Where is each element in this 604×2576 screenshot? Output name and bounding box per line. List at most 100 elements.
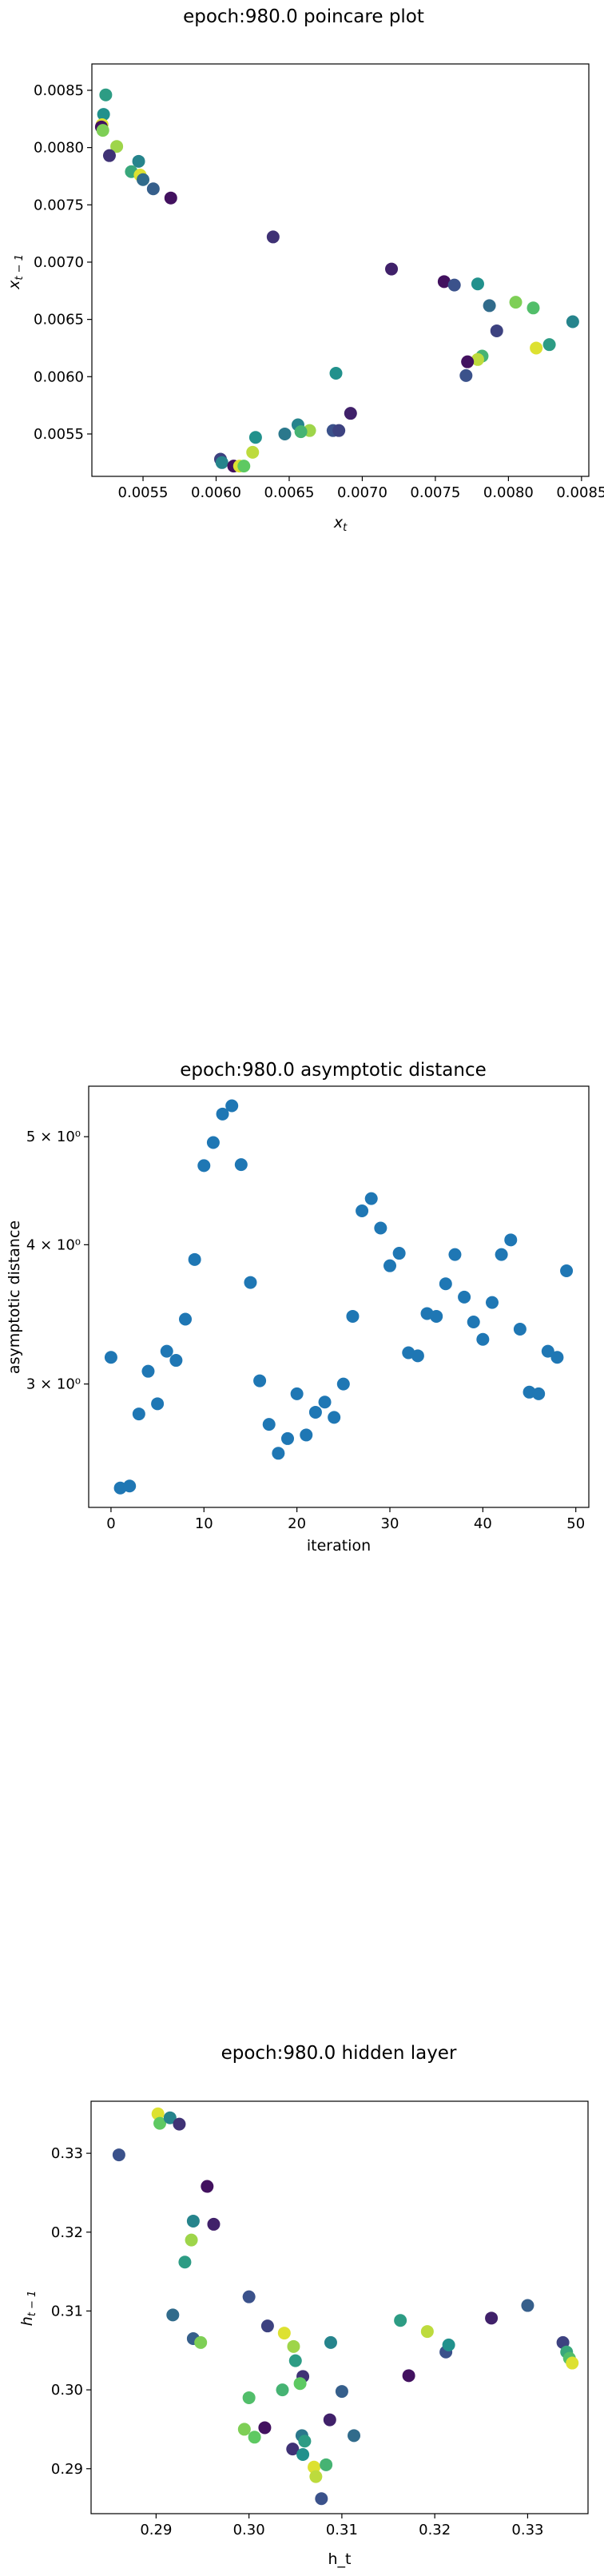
y-tick-label: 0.0080 (34, 140, 84, 157)
data-point (513, 1322, 527, 1336)
data-point (541, 1344, 554, 1358)
data-point (104, 1351, 117, 1364)
data-point (509, 296, 523, 309)
data-point (532, 1387, 546, 1400)
poincare-plot-chart: epoch:980.0 poincare plot 0.0055 0.0060 0.… (6, 6, 604, 534)
data-point (504, 1233, 518, 1247)
data-point (335, 2385, 348, 2399)
data-point (324, 2335, 337, 2349)
points-layer (104, 1099, 574, 1495)
data-point (102, 149, 116, 162)
data-point (458, 1290, 471, 1304)
y-axis-label: ht − 1 (18, 2291, 38, 2327)
tick-layer: 0 10 20 30 40 50 3 × 10⁰ 4 × 10⁰ 5 × 10⁰ (26, 1129, 585, 1532)
x-tick-label: 0.32 (419, 2522, 451, 2538)
data-point (194, 2335, 208, 2349)
y-tick-label: 5 × 10⁰ (26, 1129, 81, 1145)
y-axis-label: xt − 1 (6, 254, 26, 290)
y-tick-label: 0.33 (51, 2145, 83, 2162)
chart-title: epoch:980.0 hidden layer (221, 2043, 457, 2064)
data-point (188, 1252, 201, 1266)
data-point (490, 324, 503, 337)
data-point (258, 2421, 272, 2435)
data-point (185, 2233, 198, 2247)
points-layer (94, 88, 579, 473)
data-point (186, 2214, 200, 2228)
data-point (530, 341, 543, 355)
data-point (348, 2429, 361, 2443)
data-point (294, 425, 308, 439)
data-point (344, 407, 357, 420)
data-point (281, 1431, 295, 1445)
data-point (163, 2111, 177, 2124)
data-point (137, 173, 150, 186)
data-point (318, 1395, 332, 1409)
data-point (448, 1248, 462, 1261)
data-point (272, 1447, 285, 1460)
data-point (485, 1296, 499, 1309)
data-point (164, 191, 177, 205)
data-point (179, 1312, 193, 1326)
data-point (262, 1418, 276, 1431)
data-point (207, 2217, 221, 2231)
x-tick-label: 0.0075 (410, 484, 460, 501)
x-tick-label: 0.0080 (483, 484, 534, 501)
data-point (566, 315, 579, 328)
data-point (141, 1364, 155, 1378)
data-point (166, 2308, 180, 2322)
plot-frame (88, 1085, 590, 1508)
x-tick-label: 50 (566, 1515, 585, 1532)
data-point (97, 108, 110, 121)
data-point (374, 1221, 387, 1235)
data-point (225, 1099, 239, 1113)
chart-title: epoch:980.0 poincare plot (183, 6, 424, 27)
data-point (112, 2148, 125, 2162)
data-point (309, 2470, 323, 2483)
data-point (242, 2391, 256, 2404)
data-point (336, 1377, 350, 1391)
y-tick-label: 0.0055 (34, 426, 84, 443)
y-tick-label: 0.32 (51, 2224, 83, 2241)
data-point (153, 2116, 167, 2130)
data-point (110, 140, 124, 153)
x-tick-label: 0 (106, 1515, 115, 1532)
data-point (169, 1354, 183, 1368)
data-point (308, 1405, 322, 1419)
data-point (132, 1407, 145, 1421)
data-point (346, 1309, 360, 1323)
x-tick-label: 0.0065 (264, 484, 314, 501)
data-point (237, 2423, 251, 2436)
data-point (300, 1428, 313, 1442)
data-point (242, 2290, 256, 2303)
x-axis-label: xt (333, 514, 348, 534)
y-tick-label: 0.0075 (34, 197, 84, 213)
data-point (459, 368, 473, 382)
y-tick-label: 3 × 10⁰ (26, 1376, 81, 1393)
data-point (123, 1479, 137, 1493)
x-axis-label: iteration (307, 1537, 371, 1555)
data-point (278, 427, 292, 440)
data-point (483, 299, 496, 313)
data-point (392, 1247, 406, 1260)
data-point (201, 2180, 214, 2193)
y-tick-label: 4 × 10⁰ (26, 1236, 81, 1253)
data-point (485, 2311, 499, 2325)
data-point (461, 355, 475, 368)
plot-frame (91, 63, 590, 477)
x-axis-label: h_t (328, 2550, 352, 2568)
x-tick-label: 0.29 (140, 2522, 172, 2538)
y-tick-label: 0.29 (51, 2461, 83, 2478)
data-point (447, 278, 461, 292)
x-tick-label: 0.31 (326, 2522, 358, 2538)
y-tick-label: 0.0070 (34, 254, 84, 271)
asymptotic-distance-chart: epoch:980.0 asymptotic distance 0 10 20 30 4… (6, 1060, 590, 1555)
data-point (296, 2448, 310, 2462)
y-axis-label: asymptotic distance (6, 1220, 23, 1374)
x-tick-label: 30 (381, 1515, 399, 1532)
data-point (420, 2325, 434, 2339)
data-point (315, 2492, 328, 2506)
data-point (467, 1316, 480, 1329)
data-point (197, 1159, 211, 1173)
data-point (266, 230, 280, 244)
data-point (495, 1248, 508, 1261)
